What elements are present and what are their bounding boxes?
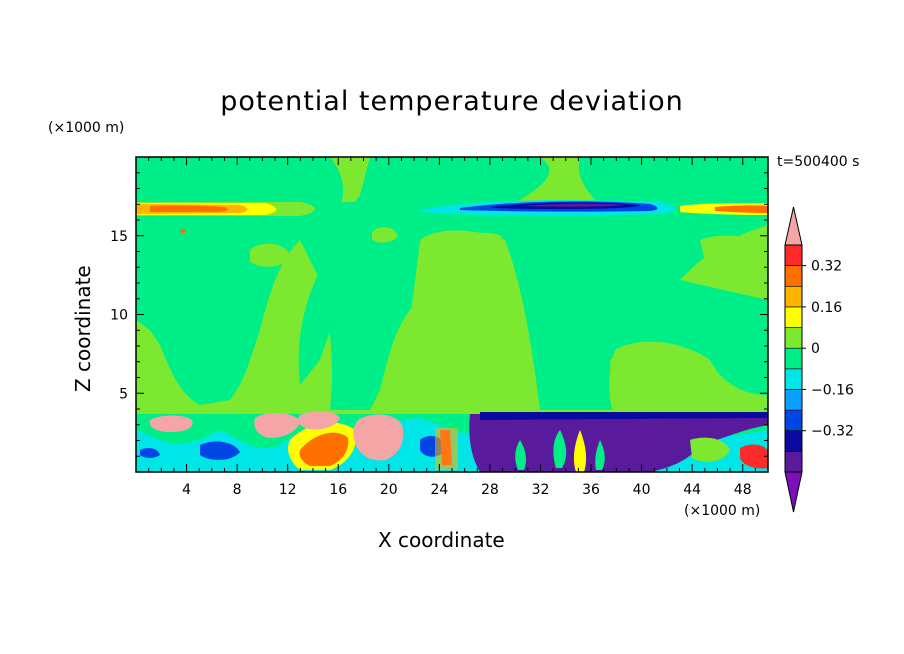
colorbar-box [784, 327, 803, 349]
z-unit-label: (×1000 m) [48, 120, 125, 136]
x-tick-label: 40 [633, 482, 651, 498]
field-region-right [578, 157, 768, 205]
x-tick-label: 24 [430, 482, 448, 498]
z-tick-label: 5 [119, 386, 128, 402]
x-tick-label: 16 [329, 482, 347, 498]
bl-yellow-streak [573, 430, 587, 472]
bl-pink-left [149, 415, 193, 432]
x-tick-label: 44 [683, 482, 701, 498]
island-2 [372, 227, 398, 243]
bl-pink-mid [254, 412, 300, 438]
colorbar-extend-high [784, 206, 803, 246]
bl-purple [469, 414, 768, 472]
x-axis-label: X coordinate [378, 528, 505, 552]
z-axis-ticks: 5 10 15 [110, 172, 768, 457]
colorbar-box [784, 389, 803, 411]
warm-band-left-red [150, 205, 228, 212]
colorbar-box [784, 409, 803, 432]
x-axis-ticks: 4 8 12 16 20 24 28 32 36 40 44 48 [148, 157, 756, 498]
x-tick-label: 12 [279, 482, 297, 498]
time-label: t=500400 s [777, 154, 860, 170]
z-tick-label: 15 [110, 229, 128, 245]
x-tick-label: 28 [481, 482, 499, 498]
colorbar-frame [784, 244, 803, 473]
colorbar-tick-label: −0.32 [811, 424, 854, 440]
colorbar-box [784, 244, 803, 266]
colorbar-box [784, 285, 803, 308]
colorbar-box [784, 347, 803, 370]
colorbar-tick-label: 0.32 [811, 259, 842, 275]
colorbar-box [784, 368, 803, 390]
x-unit-label: (×1000 m) [684, 503, 761, 519]
island-3 [400, 230, 540, 410]
colorbar-box [784, 430, 803, 452]
warm-spot [180, 229, 186, 233]
colorbar-box [784, 265, 803, 287]
chart-title: potential temperature deviation [220, 86, 684, 117]
island-4 [609, 341, 719, 410]
bl-green-right [690, 437, 730, 462]
x-tick-label: 20 [380, 482, 398, 498]
colorbar: 0.32 0.16 0 −0.16 −0.32 [784, 206, 854, 513]
bl-orange-streak [435, 428, 458, 470]
x-tick-label: 48 [734, 482, 752, 498]
z-tick-label: 10 [110, 308, 128, 324]
warm-band-right-orange [715, 205, 768, 213]
contour-field [136, 157, 768, 472]
bl-pink-big [353, 414, 404, 461]
colorbar-tick-label: 0 [811, 341, 820, 357]
bl-green-streaks [515, 430, 605, 470]
island-1 [250, 243, 290, 267]
island-5 [700, 235, 768, 300]
bl-pink-mid2 [298, 411, 340, 430]
colorbar-tick-label: −0.16 [811, 382, 854, 398]
bl-navy [480, 412, 768, 420]
bl-red-spot-2 [740, 444, 768, 469]
colorbar-box [784, 306, 803, 328]
bl-orange [299, 432, 349, 466]
x-tick-label: 32 [532, 482, 550, 498]
x-tick-label: 8 [233, 482, 242, 498]
colorbar-box [784, 451, 803, 473]
x-tick-label: 4 [182, 482, 191, 498]
cold-lens-purple [520, 203, 625, 207]
bl-blue-patches [140, 435, 445, 460]
x-tick-label: 36 [582, 482, 600, 498]
colorbar-extend-low [784, 471, 803, 513]
colorbar-tick-label: 0.16 [811, 300, 842, 316]
field-region-upper-3 [136, 210, 768, 410]
